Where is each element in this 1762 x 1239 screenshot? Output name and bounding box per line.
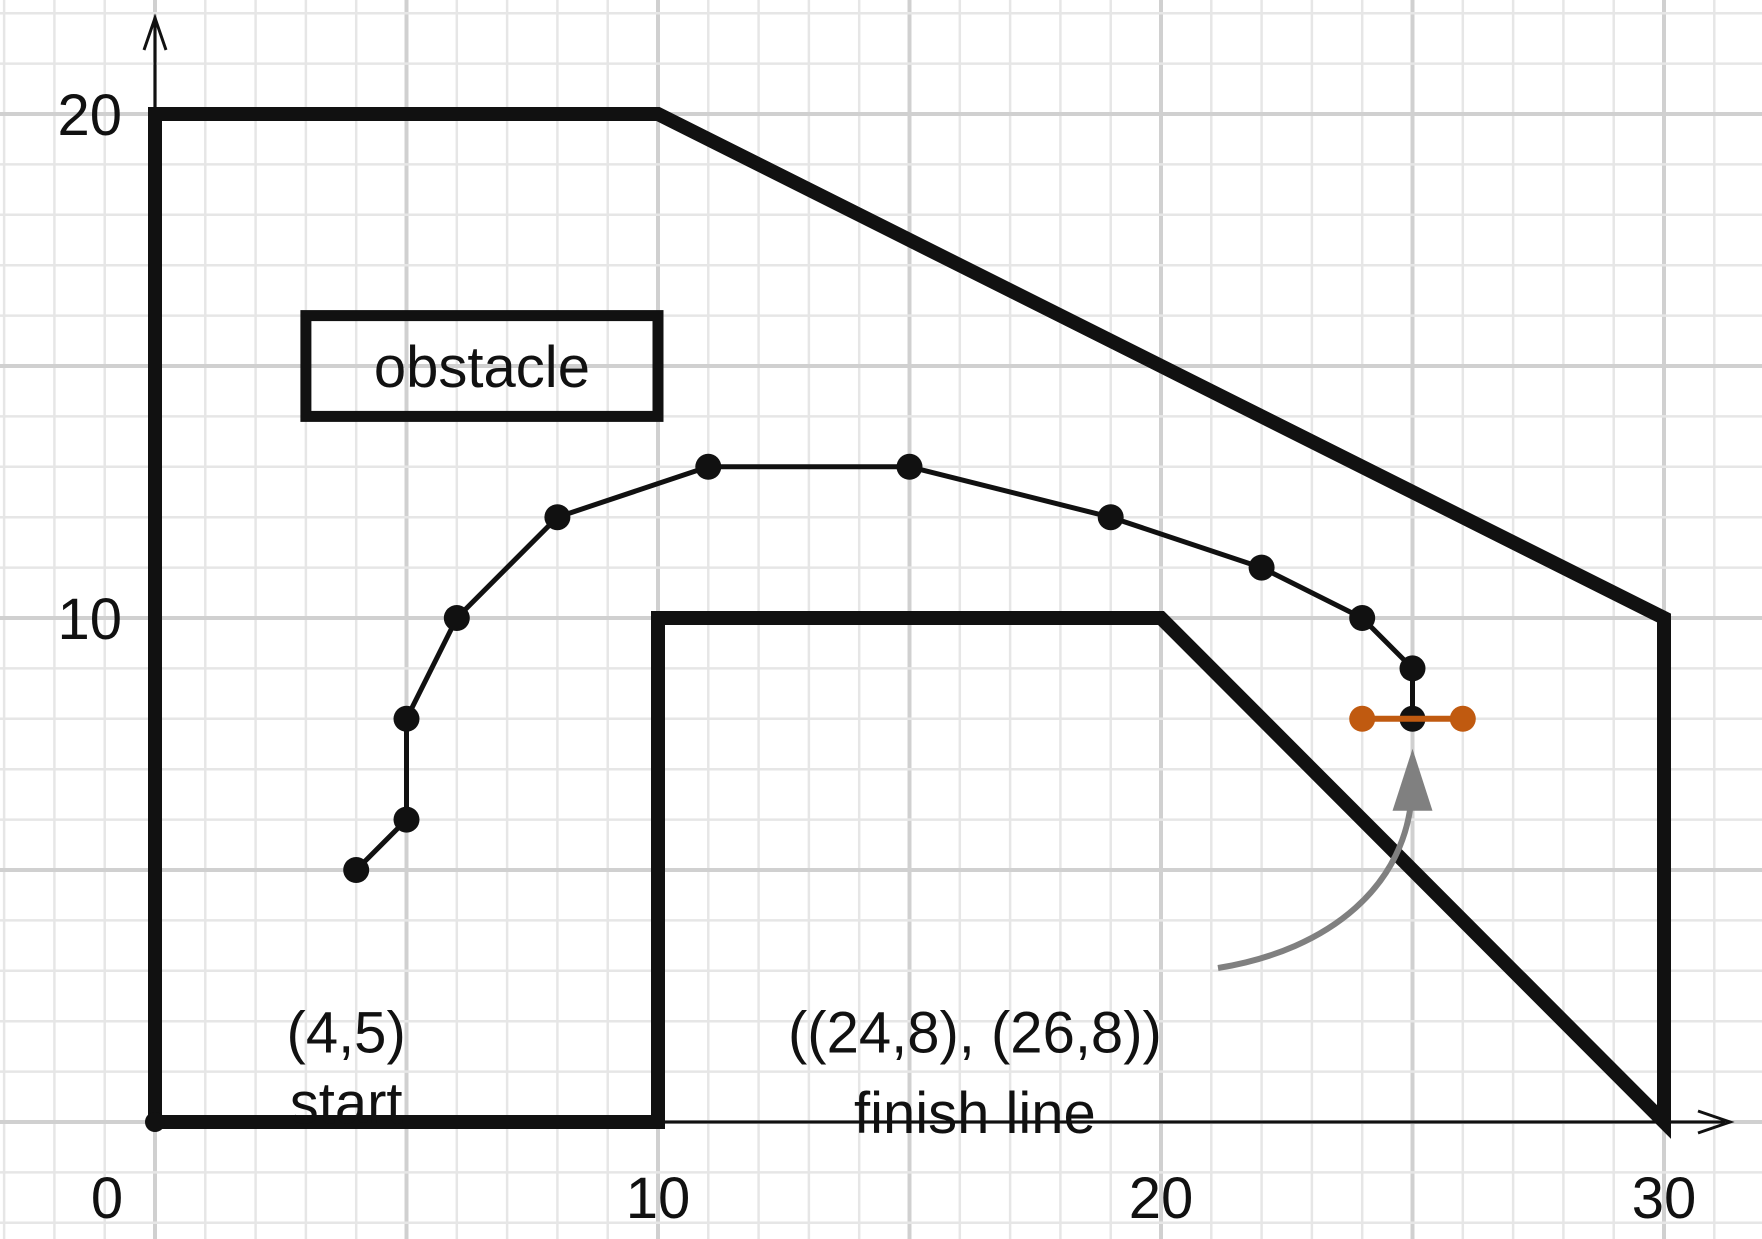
finish-endpoint (1349, 705, 1376, 732)
obstacle-label: obstacle (374, 335, 590, 400)
path-point (1248, 554, 1275, 581)
y-axis-arrowhead (142, 13, 168, 51)
path-point (695, 453, 722, 480)
path-point (1097, 504, 1124, 531)
track-outline (148, 107, 1671, 1139)
path-point (1399, 655, 1426, 682)
obstacle-rect (300, 310, 664, 422)
finish-arrowhead (1392, 748, 1433, 811)
path-point (343, 857, 370, 883)
start-coordinate-label: (4,5) (287, 1000, 406, 1065)
path-point (393, 705, 420, 732)
car-path (343, 453, 1426, 883)
axes (142, 13, 1735, 1135)
finish-coordinate-label: ((24,8), (26,8)) (788, 1000, 1162, 1065)
finish-line (1349, 705, 1476, 732)
finish-arrow-shaft (1217, 789, 1415, 971)
annotations (1217, 748, 1433, 971)
finish-endpoint (1449, 705, 1476, 732)
finish-label: finish line (854, 1081, 1096, 1146)
x-tick-label: 30 (1632, 1166, 1697, 1231)
path-point (443, 605, 470, 631)
path-point (544, 504, 571, 531)
obstacle (300, 310, 664, 422)
path-point (393, 806, 420, 833)
path-point (1349, 605, 1376, 631)
path-point (896, 453, 923, 480)
origin-dot (145, 1112, 165, 1132)
track-boundary (145, 107, 1671, 1139)
y-tick-label: 10 (57, 587, 122, 652)
x-tick-label: 0 (91, 1166, 123, 1231)
x-tick-label: 20 (1129, 1166, 1194, 1231)
y-tick-label: 20 (57, 83, 122, 148)
start-label: start (290, 1071, 403, 1136)
x-tick-label: 10 (626, 1166, 691, 1231)
x-axis-arrowhead (1697, 1109, 1735, 1135)
